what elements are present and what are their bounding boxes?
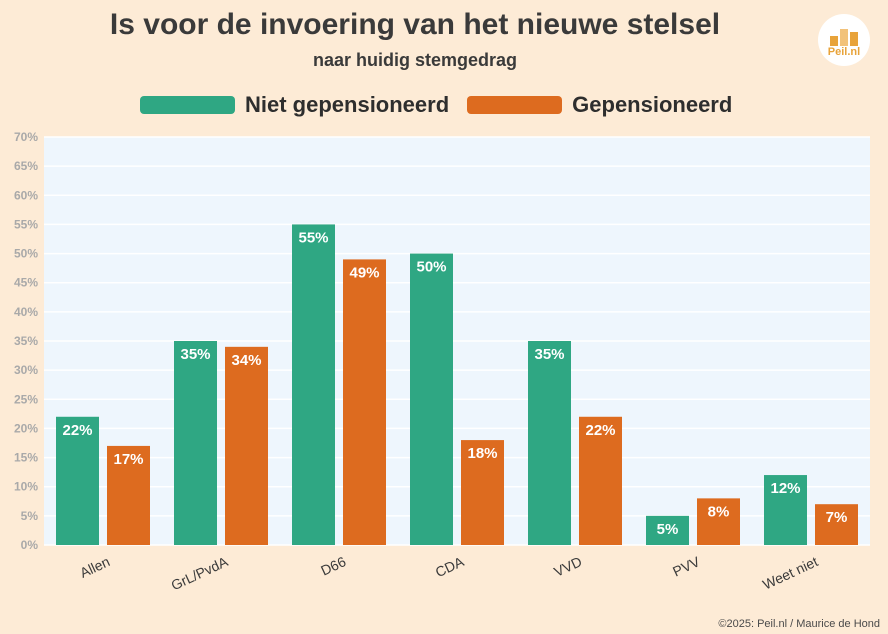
- x-tick-label: CDA: [433, 553, 467, 580]
- legend-label-gepensioneerd: Gepensioneerd: [572, 92, 733, 117]
- y-tick-label: 15%: [14, 451, 38, 465]
- bar-value-label: 55%: [298, 229, 328, 246]
- bar-value-label: 34%: [231, 352, 261, 369]
- bar: [56, 416, 99, 545]
- bar: [225, 346, 268, 545]
- bar-value-label: 50%: [416, 259, 446, 276]
- bar-chart-icon: [830, 29, 858, 46]
- bar-value-label: 22%: [62, 422, 92, 439]
- bar: [107, 445, 150, 545]
- x-tick-label: VVD: [551, 553, 584, 580]
- bar: [461, 440, 504, 545]
- copyright-footer: ©2025: Peil.nl / Maurice de Hond: [718, 618, 880, 630]
- bar: [697, 498, 740, 545]
- y-tick-label: 60%: [14, 188, 38, 202]
- bar-value-label: 35%: [180, 346, 210, 363]
- y-tick-label: 45%: [14, 276, 38, 290]
- bar: [528, 341, 571, 545]
- bar-value-label: 17%: [113, 451, 143, 468]
- bar-value-label: 5%: [657, 521, 679, 538]
- bar: [292, 224, 335, 545]
- bar: [764, 475, 807, 545]
- bar: [410, 253, 453, 546]
- legend: Niet gepensioneerd Gepensioneerd: [140, 90, 740, 120]
- x-tick-label: D66: [318, 553, 348, 578]
- y-tick-label: 0%: [21, 538, 39, 552]
- bar: [579, 416, 622, 545]
- logo-text: Peil.nl: [827, 46, 861, 58]
- x-tick-label: Weet niet: [760, 553, 820, 592]
- y-tick-label: 20%: [14, 421, 38, 435]
- x-tick-label: GrL/PvdA: [168, 553, 230, 593]
- bar-value-label: 18%: [467, 445, 497, 462]
- peil-logo: Peil.nl: [818, 14, 870, 66]
- legend-swatch-gepensioneerd: [467, 96, 563, 114]
- bar: [815, 504, 858, 545]
- y-tick-label: 30%: [14, 363, 38, 377]
- chart-subtitle: naar huidig stemgedrag: [312, 50, 518, 70]
- bar-value-label: 7%: [826, 509, 848, 526]
- legend-swatch-niet-gepensioneerd: [140, 96, 235, 114]
- y-tick-label: 65%: [14, 159, 38, 173]
- y-tick-label: 55%: [14, 217, 38, 231]
- bar-value-label: 49%: [349, 264, 379, 281]
- y-tick-label: 70%: [14, 130, 38, 144]
- y-tick-label: 10%: [14, 480, 38, 494]
- x-tick-label: Allen: [77, 553, 112, 581]
- bar-value-label: 35%: [534, 346, 564, 363]
- x-tick-label: PVV: [670, 553, 703, 580]
- bar: [343, 259, 386, 545]
- legend-label-niet-gepensioneerd: Niet gepensioneerd: [245, 92, 450, 117]
- y-tick-label: 5%: [21, 509, 39, 523]
- y-tick-label: 40%: [14, 305, 38, 319]
- bar-value-label: 12%: [770, 480, 800, 497]
- y-tick-label: 25%: [14, 392, 38, 406]
- bar-value-label: 22%: [585, 422, 615, 439]
- y-tick-label: 35%: [14, 334, 38, 348]
- y-tick-label: 50%: [14, 247, 38, 261]
- chart-title: Is voor de invoering van het nieuwe stel…: [109, 8, 721, 41]
- bar: [174, 341, 217, 545]
- bar-value-label: 8%: [708, 503, 730, 520]
- bar: [646, 515, 689, 545]
